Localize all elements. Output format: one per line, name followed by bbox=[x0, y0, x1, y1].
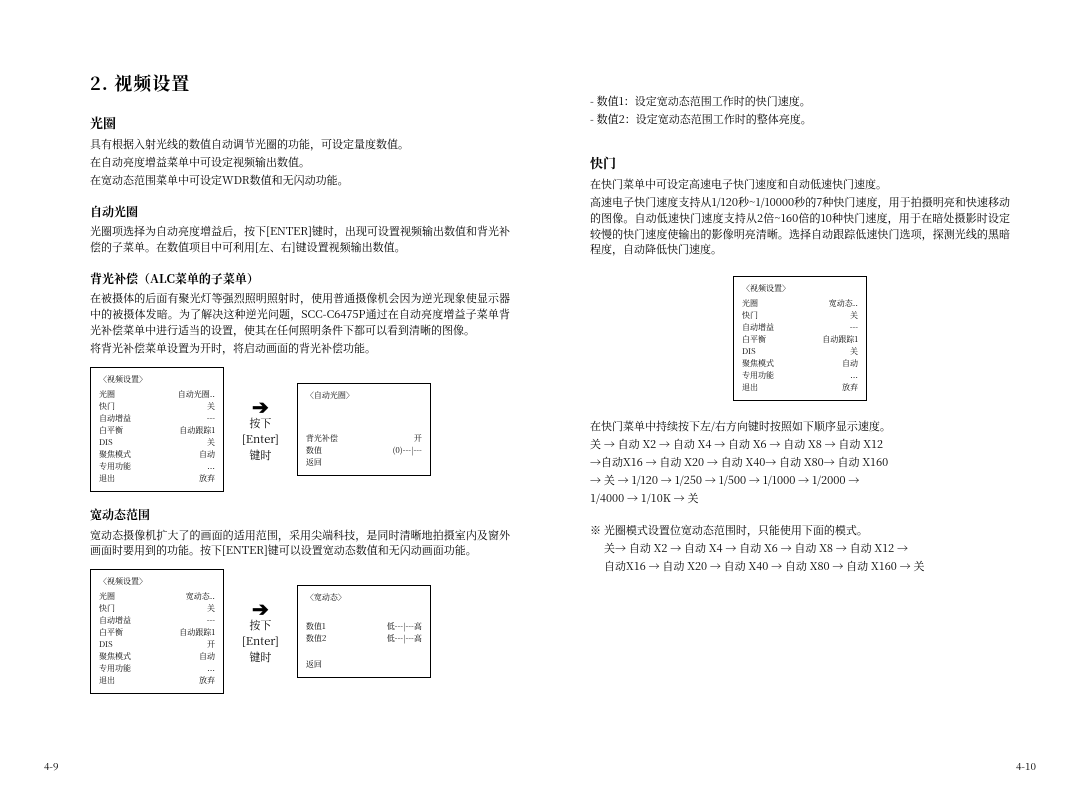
figure-2: 〈视频设置〉 光圈宽动态.. 快门关 自动增益--- 白平衡自动跟踪1 DIS开… bbox=[90, 569, 510, 694]
body-text: 在宽动态范围菜单中可设定WDR数值和无闪动功能。 bbox=[90, 173, 510, 189]
sequence-text: → 关 → 1/120 → 1/250 → 1/500 → 1/1000 → 1… bbox=[590, 473, 1010, 489]
body-text: 在被摄体的后面有聚光灯等强烈照明照射时，使用普通摄像机会因为逆光现象使显示器中的… bbox=[90, 291, 510, 339]
menu-title: 〈自动光圈〉 bbox=[306, 390, 422, 402]
menu-title: 〈视频设置〉 bbox=[742, 283, 858, 295]
page-right: - 数值1：设定宽动态范围工作时的快门速度。 - 数值2：设定宽动态范围工作时的… bbox=[540, 0, 1080, 797]
menu-box-video-settings: 〈视频设置〉 光圈自动光圈.. 快门关 自动增益--- 白平衡自动跟踪1 DIS… bbox=[90, 367, 224, 492]
menu-box-video-settings: 〈视频设置〉 光圈宽动态.. 快门关 自动增益--- 白平衡自动跟踪1 DIS关… bbox=[733, 276, 867, 401]
figure-1: 〈视频设置〉 光圈自动光圈.. 快门关 自动增益--- 白平衡自动跟踪1 DIS… bbox=[90, 367, 510, 492]
body-text: 高速电子快门速度支持从1/120秒~1/10000秒的7种快门速度，用于拍摄明亮… bbox=[590, 195, 1010, 259]
arrow-label: ➔ 按下 [Enter] 键时 bbox=[242, 598, 279, 666]
section-shutter-title: 快门 bbox=[590, 154, 1010, 173]
sequence-text: 关 → 自动 X2 → 自动 X4 → 自动 X6 → 自动 X8 → 自动 X… bbox=[590, 437, 1010, 453]
section-blc-title: 背光补偿（ALC菜单的子菜单） bbox=[90, 270, 510, 287]
arrow-label: ➔ 按下 [Enter] 键时 bbox=[242, 396, 279, 464]
heading-1: 2. 视频设置 bbox=[90, 70, 510, 96]
page-number: 4-9 bbox=[44, 759, 58, 774]
note-text: - 数值2：设定宽动态范围工作时的整体亮度。 bbox=[590, 112, 1010, 128]
body-text: 将背光补偿菜单设置为开时，将启动画面的背光补偿功能。 bbox=[90, 341, 510, 357]
body-text: 光圈项选择为自动亮度增益后，按下[ENTER]键时，出现可设置视频输出数值和背光… bbox=[90, 224, 510, 256]
arrow-right-icon: ➔ bbox=[252, 598, 269, 618]
footnote-text: 关→ 自动 X2 → 自动 X4 → 自动 X6 → 自动 X8 → 自动 X1… bbox=[590, 541, 1010, 557]
page-left: 2. 视频设置 光圈 具有根据入射光线的数值自动调节光圈的功能，可设定量度数值。… bbox=[0, 0, 540, 797]
sequence-text: 1/4000 → 1/10K → 关 bbox=[590, 491, 1010, 507]
arrow-right-icon: ➔ bbox=[252, 396, 269, 416]
sequence-text: →自动X16 → 自动 X20 → 自动 X40→ 自动 X80→ 自动 X16… bbox=[590, 455, 1010, 471]
body-text: 在自动亮度增益菜单中可设定视频输出数值。 bbox=[90, 155, 510, 171]
footnote-text: 自动X16 → 自动 X20 → 自动 X40 → 自动 X80 → 自动 X1… bbox=[590, 559, 1010, 575]
figure-3: 〈视频设置〉 光圈宽动态.. 快门关 自动增益--- 白平衡自动跟踪1 DIS关… bbox=[590, 276, 1010, 401]
section-aperture-title: 光圈 bbox=[90, 114, 510, 133]
section-wdr-title: 宽动态范围 bbox=[90, 506, 510, 523]
note-text: - 数值1：设定宽动态范围工作时的快门速度。 bbox=[590, 94, 1010, 110]
body-text: 在快门菜单中可设定高速电子快门速度和自动低速快门速度。 bbox=[590, 177, 1010, 193]
body-text: 在快门菜单中持续按下左/右方向键时按照如下顺序显示速度。 bbox=[590, 419, 1010, 435]
page-number: 4-10 bbox=[1016, 759, 1036, 774]
menu-title: 〈宽动态〉 bbox=[306, 592, 422, 604]
body-text: 具有根据入射光线的数值自动调节光圈的功能，可设定量度数值。 bbox=[90, 137, 510, 153]
body-text: 宽动态摄像机扩大了的画面的适用范围，采用尖端科技，是同时清晰地拍摄室内及窗外画面… bbox=[90, 528, 510, 560]
menu-box-wdr: 〈宽动态〉 数值1低---|---高 数值2低---|---高 返回 bbox=[297, 585, 431, 678]
menu-box-video-settings: 〈视频设置〉 光圈宽动态.. 快门关 自动增益--- 白平衡自动跟踪1 DIS开… bbox=[90, 569, 224, 694]
section-auto-aperture-title: 自动光圈 bbox=[90, 203, 510, 220]
menu-box-auto-aperture: 〈自动光圈〉 背光补偿开 数值(0)---|--- 返回 bbox=[297, 383, 431, 476]
menu-title: 〈视频设置〉 bbox=[99, 374, 215, 386]
menu-title: 〈视频设置〉 bbox=[99, 576, 215, 588]
footnote-text: ※ 光圈模式设置位宽动态范围时，只能使用下面的模式。 bbox=[590, 523, 1010, 539]
